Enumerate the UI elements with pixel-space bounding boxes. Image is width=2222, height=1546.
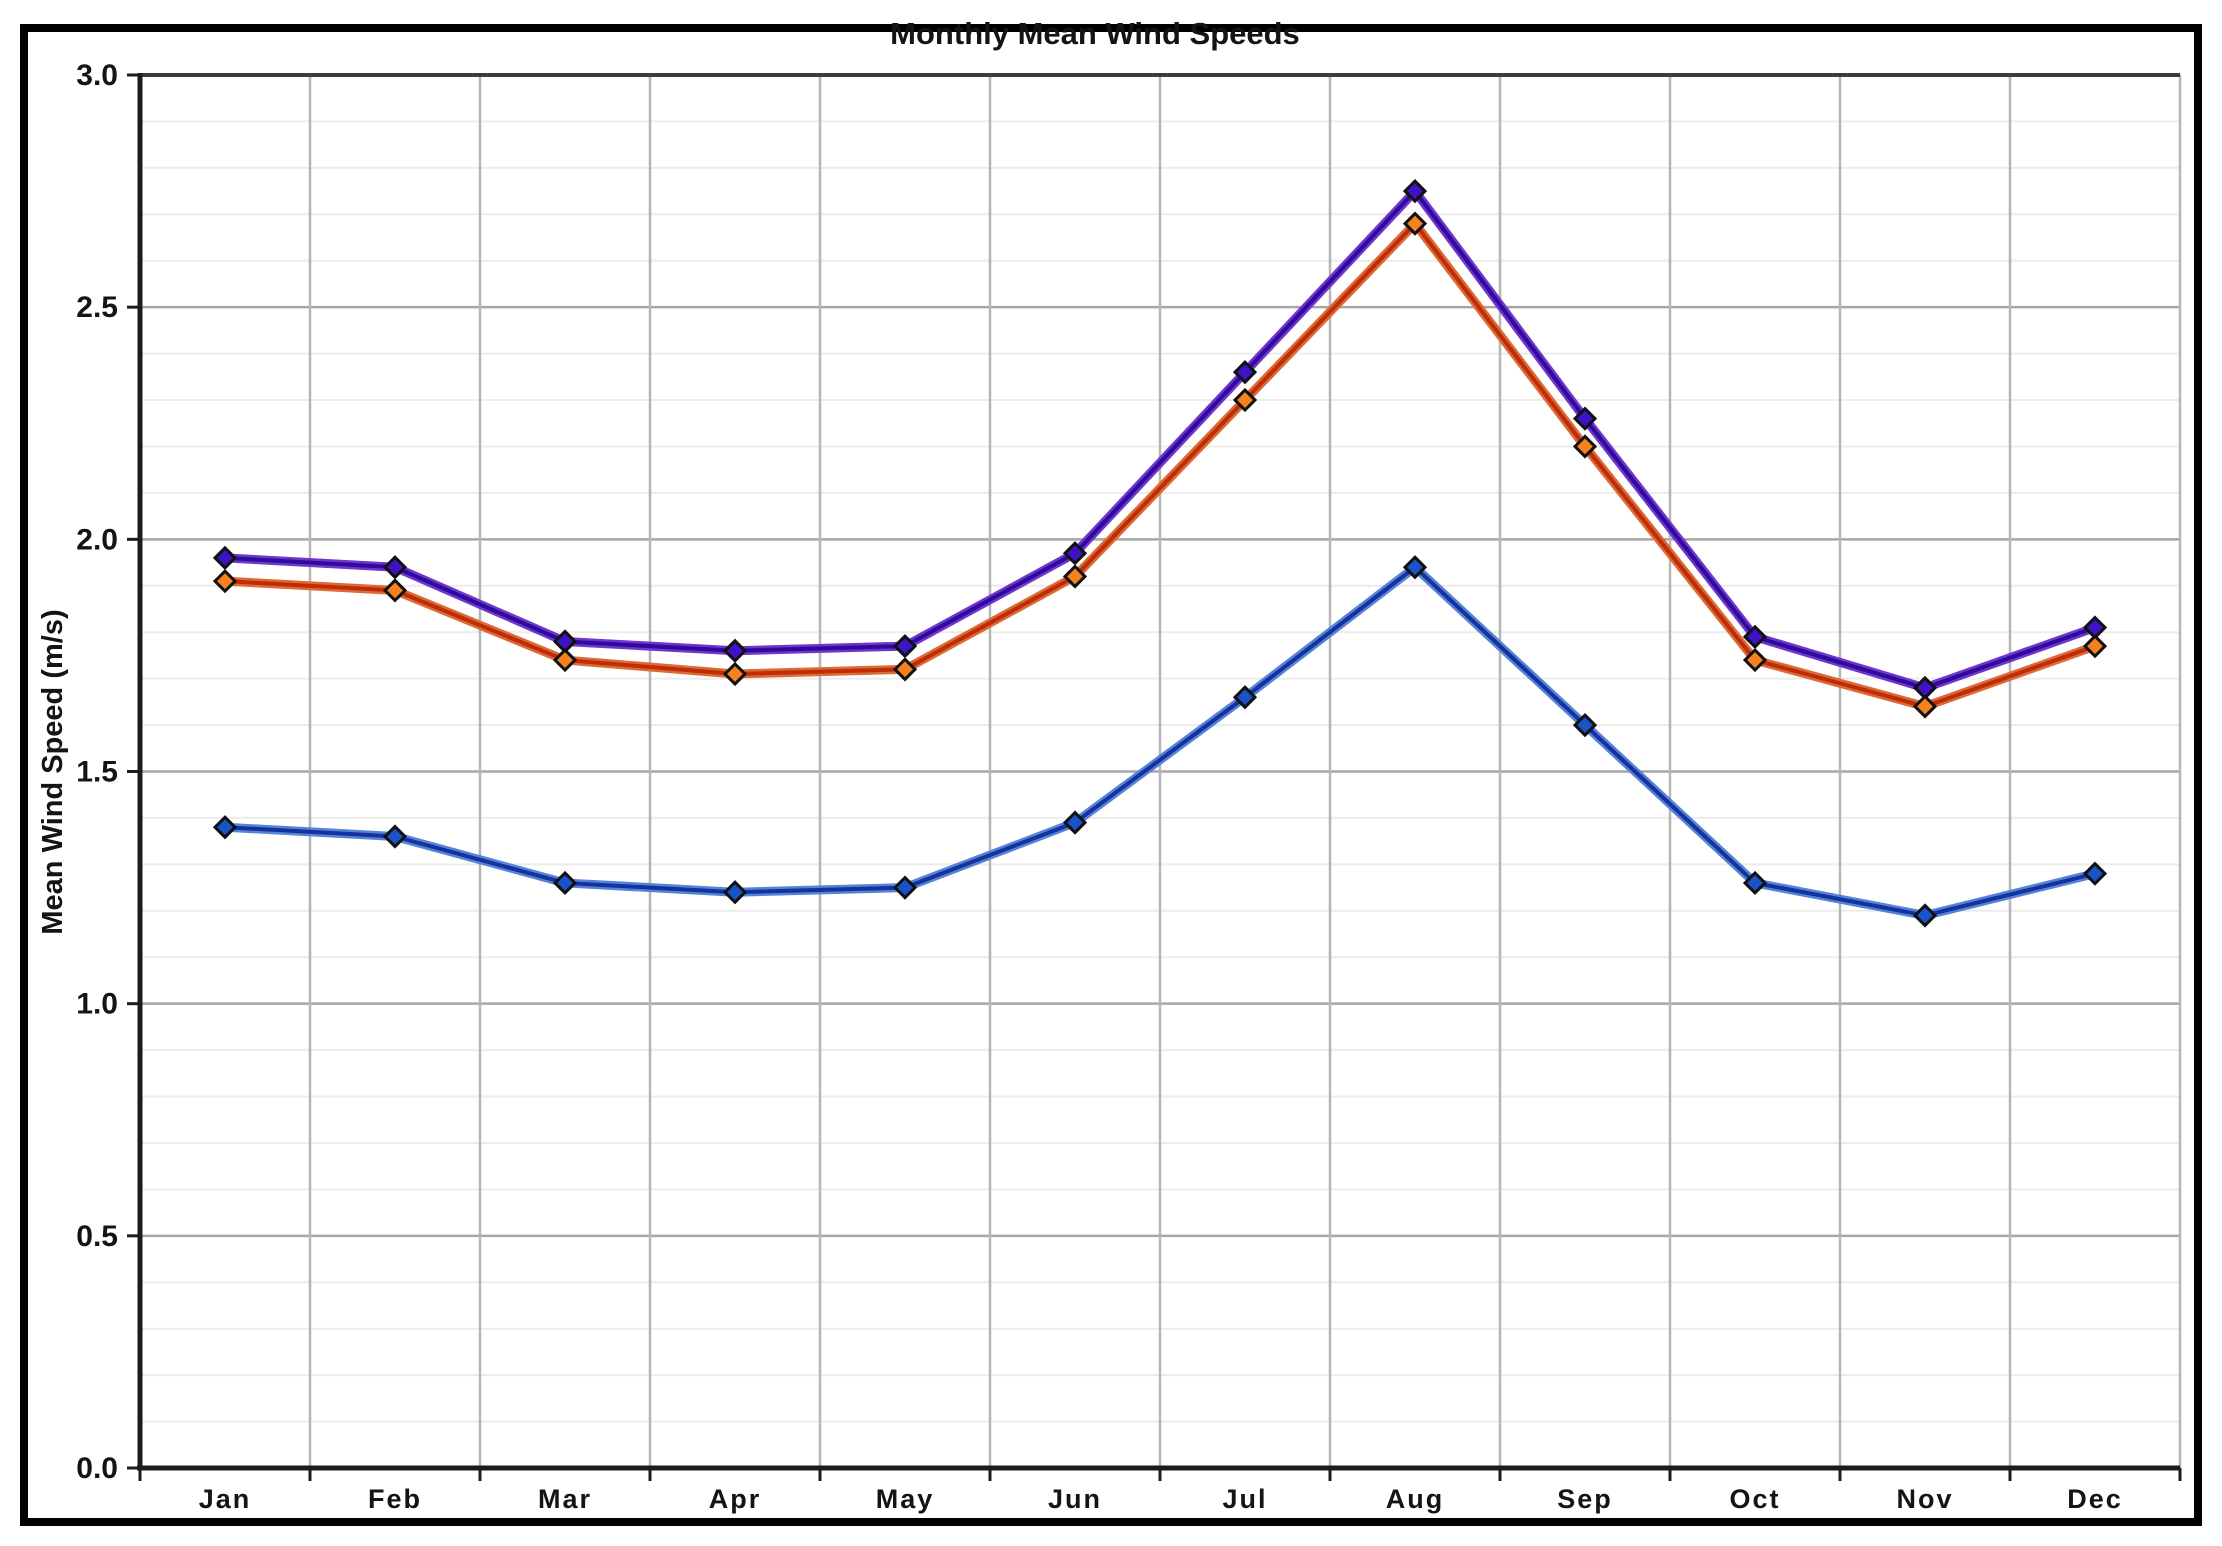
y-tick-label: 1.0	[76, 988, 118, 1021]
red-series-marker	[1232, 387, 1258, 413]
purple-series-marker	[1742, 624, 1768, 649]
blue-series-marker	[212, 815, 238, 840]
y-tick-label: 3.0	[76, 59, 118, 92]
plot-area: 3.0 2.5 2.0 1.5 1.0 0.5 0.0 Jan Feb Mar Apr May Jun J…	[76, 59, 2182, 1514]
blue-series-line	[223, 565, 2097, 918]
blue-series-marker	[1232, 685, 1258, 710]
purple-series-marker	[722, 638, 748, 663]
y-tick-label: 2.5	[76, 291, 118, 324]
x-tick-label: Jun	[1048, 1484, 1102, 1514]
red-series-marker	[1572, 434, 1598, 459]
x-tick-label: Jan	[199, 1484, 252, 1514]
blue-series-marker	[1912, 903, 1938, 928]
red-series-marker	[1742, 647, 1768, 673]
purple-series-marker	[1572, 406, 1598, 431]
y-tick-label: 1.5	[76, 756, 118, 789]
red-series-line	[223, 221, 2097, 709]
purple-series-marker	[1062, 541, 1088, 566]
y-tick-label: 0.5	[76, 1220, 118, 1253]
blue-series-marker	[1742, 870, 1768, 896]
red-series-marker	[1062, 564, 1088, 589]
blue-series-marker	[722, 880, 748, 905]
red-series-marker	[552, 647, 578, 673]
blue-series-marker	[2082, 861, 2108, 886]
red-series-marker	[2082, 634, 2108, 659]
x-tick-label: Oct	[1729, 1484, 1780, 1514]
purple-series-line	[223, 189, 2097, 690]
blue-series-marker	[1062, 810, 1088, 835]
red-series-marker	[212, 569, 238, 594]
x-tick-label: Dec	[2067, 1484, 2123, 1514]
purple-series-marker	[1402, 178, 1428, 204]
x-tick-label: Aug	[1386, 1484, 1444, 1514]
x-tick-label: Mar	[538, 1484, 592, 1514]
x-tick-label: Apr	[709, 1484, 762, 1514]
y-axis-title: Mean Wind Speed (m/s)	[37, 609, 69, 934]
purple-series-marker	[892, 634, 918, 659]
blue-series-marker	[382, 824, 408, 849]
purple-series-marker	[382, 555, 408, 580]
blue-series-marker	[1402, 555, 1428, 580]
red-series-marker	[1402, 211, 1428, 236]
blue-series-marker	[552, 870, 578, 896]
red-series-marker	[892, 657, 918, 682]
red-series-marker	[382, 578, 408, 603]
x-tick-label: Jul	[1222, 1484, 1267, 1514]
purple-series-marker	[212, 545, 238, 571]
red-series-marker	[722, 661, 748, 687]
x-tick-label: Sep	[1557, 1484, 1613, 1514]
purple-series-marker	[1232, 360, 1258, 385]
blue-series-marker	[892, 875, 918, 900]
x-tick-label: May	[876, 1484, 935, 1514]
x-tick-label: Feb	[368, 1484, 422, 1514]
chart-title: Monthly Mean Wind Speeds	[890, 16, 1300, 51]
x-tick-label: Nov	[1896, 1484, 1953, 1514]
red-series-marker	[1912, 694, 1938, 719]
blue-series-marker	[1572, 712, 1598, 738]
figure-border	[20, 24, 2202, 1526]
y-tick-label: 0.0	[76, 1452, 118, 1485]
y-tick-label: 2.0	[76, 523, 118, 556]
